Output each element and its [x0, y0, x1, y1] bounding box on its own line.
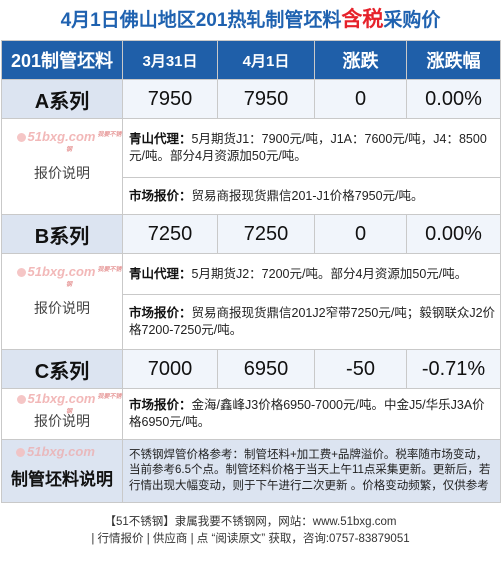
note-content: 市场报价：贸易商报现货鼎信201-J1价格7950元/吨。: [122, 177, 501, 215]
note-label: 报价说明: [34, 299, 90, 316]
note-content: 市场报价：金海/鑫峰J3价格6950-7000元/吨。中金J5/华乐J3A价格6…: [122, 388, 501, 440]
note-label: 报价说明: [34, 164, 90, 181]
note-row: 51bxg.com 我要不锈钢 报价说明 市场报价：金海/鑫峰J3价格6950-7…: [1, 388, 501, 440]
note-content: 青山代理：5月期货J1：7900元/吨，J1A：7600元/吨，J4：8500元…: [122, 118, 501, 178]
table-row: C系列 7000 6950 -50 -0.71%: [1, 349, 501, 389]
series-name: A系列: [1, 79, 123, 119]
note-label-cell: 51bxg.com 我要不锈钢 报价说明: [1, 253, 123, 350]
price-prev: 7000: [122, 349, 218, 389]
title-main: 4月1日佛山地区201热轧制管坯料: [60, 10, 342, 31]
price-curr: 7950: [217, 79, 315, 119]
explanation-row: 51bxg.com 制管坯料说明 不锈钢焊管价格参考：制管坯料+加工费+品牌溢价…: [1, 439, 501, 503]
header-date2: 4月1日: [217, 40, 315, 80]
watermark-logo: 51bxg.com: [16, 444, 95, 459]
price-change-pct: -0.71%: [406, 349, 501, 389]
price-change: 0: [314, 214, 407, 254]
footer-info: 【51不锈钢】隶属我要不锈钢网，网站：www.51bxg.com | 行情报价 …: [0, 514, 501, 548]
price-change: 0: [314, 79, 407, 119]
note-content: 青山代理：5月期货J2：7200元/吨。部分4月资源加50元/吨。: [122, 253, 501, 295]
price-change-pct: 0.00%: [406, 79, 501, 119]
header-change-pct: 涨跌幅: [406, 40, 501, 80]
page-title: 4月1日佛山地区201热轧制管坯料含税采购价: [0, 0, 501, 40]
price-table: 201制管坯料 3月31日 4月1日 涨跌 涨跌幅 A系列 7950 7950 …: [1, 40, 501, 503]
footer-line-1: 【51不锈钢】隶属我要不锈钢网，网站：www.51bxg.com: [104, 516, 397, 528]
price-curr: 7250: [217, 214, 315, 254]
footer-line-2: | 行情报价 | 供应商 | 点 “阅读原文” 获取，咨询:0757-83879…: [91, 533, 410, 545]
table-row: B系列 7250 7250 0 0.00%: [1, 214, 501, 254]
title-suffix: 采购价: [383, 10, 441, 31]
note-row: 市场报价：贸易商报现货鼎信201-J1价格7950元/吨。: [2, 177, 501, 215]
note-label: 报价说明: [34, 413, 90, 429]
table-row: A系列 7950 7950 0 0.00%: [1, 79, 501, 119]
price-prev: 7250: [122, 214, 218, 254]
price-change: -50: [314, 349, 407, 389]
explanation-title: 制管坯料说明: [11, 469, 113, 489]
note-row: 51bxg.com 我要不锈钢 报价说明 青山代理：5月期货J2：7200元/吨。…: [1, 253, 501, 350]
price-curr: 6950: [217, 349, 315, 389]
note-row: 51bxg.com 我要不锈钢 报价说明 青山代理：5月期货J1：7900元/吨，…: [1, 118, 501, 215]
watermark-logo: 51bxg.com 我要不锈钢: [16, 129, 122, 159]
price-prev: 7950: [122, 79, 218, 119]
header-product: 201制管坯料: [1, 40, 123, 80]
header-change: 涨跌: [314, 40, 407, 80]
table-header-row: 201制管坯料 3月31日 4月1日 涨跌 涨跌幅: [1, 40, 501, 80]
explanation-title-cell: 51bxg.com 制管坯料说明: [1, 439, 123, 503]
series-name: B系列: [1, 214, 123, 254]
note-content: 市场报价：贸易商报现货鼎信201J2窄带7250元/吨；毅钢联众J2价格7200…: [122, 294, 501, 350]
watermark-logo: 51bxg.com 我要不锈钢: [16, 391, 122, 421]
note-label-cell: 51bxg.com 我要不锈钢 报价说明: [1, 118, 123, 215]
note-label-cell: 51bxg.com 我要不锈钢 报价说明: [1, 388, 123, 440]
explanation-text: 不锈钢焊管价格参考：制管坯料+加工费+品牌溢价。税率随市场变动，当前参考6.5个…: [122, 439, 501, 503]
title-highlight: 含税: [341, 8, 384, 31]
watermark-logo: 51bxg.com 我要不锈钢: [16, 264, 122, 294]
series-name: C系列: [1, 349, 123, 389]
price-change-pct: 0.00%: [406, 214, 501, 254]
header-date1: 3月31日: [122, 40, 218, 80]
note-row: 市场报价：贸易商报现货鼎信201J2窄带7250元/吨；毅钢联众J2价格7200…: [2, 294, 501, 350]
